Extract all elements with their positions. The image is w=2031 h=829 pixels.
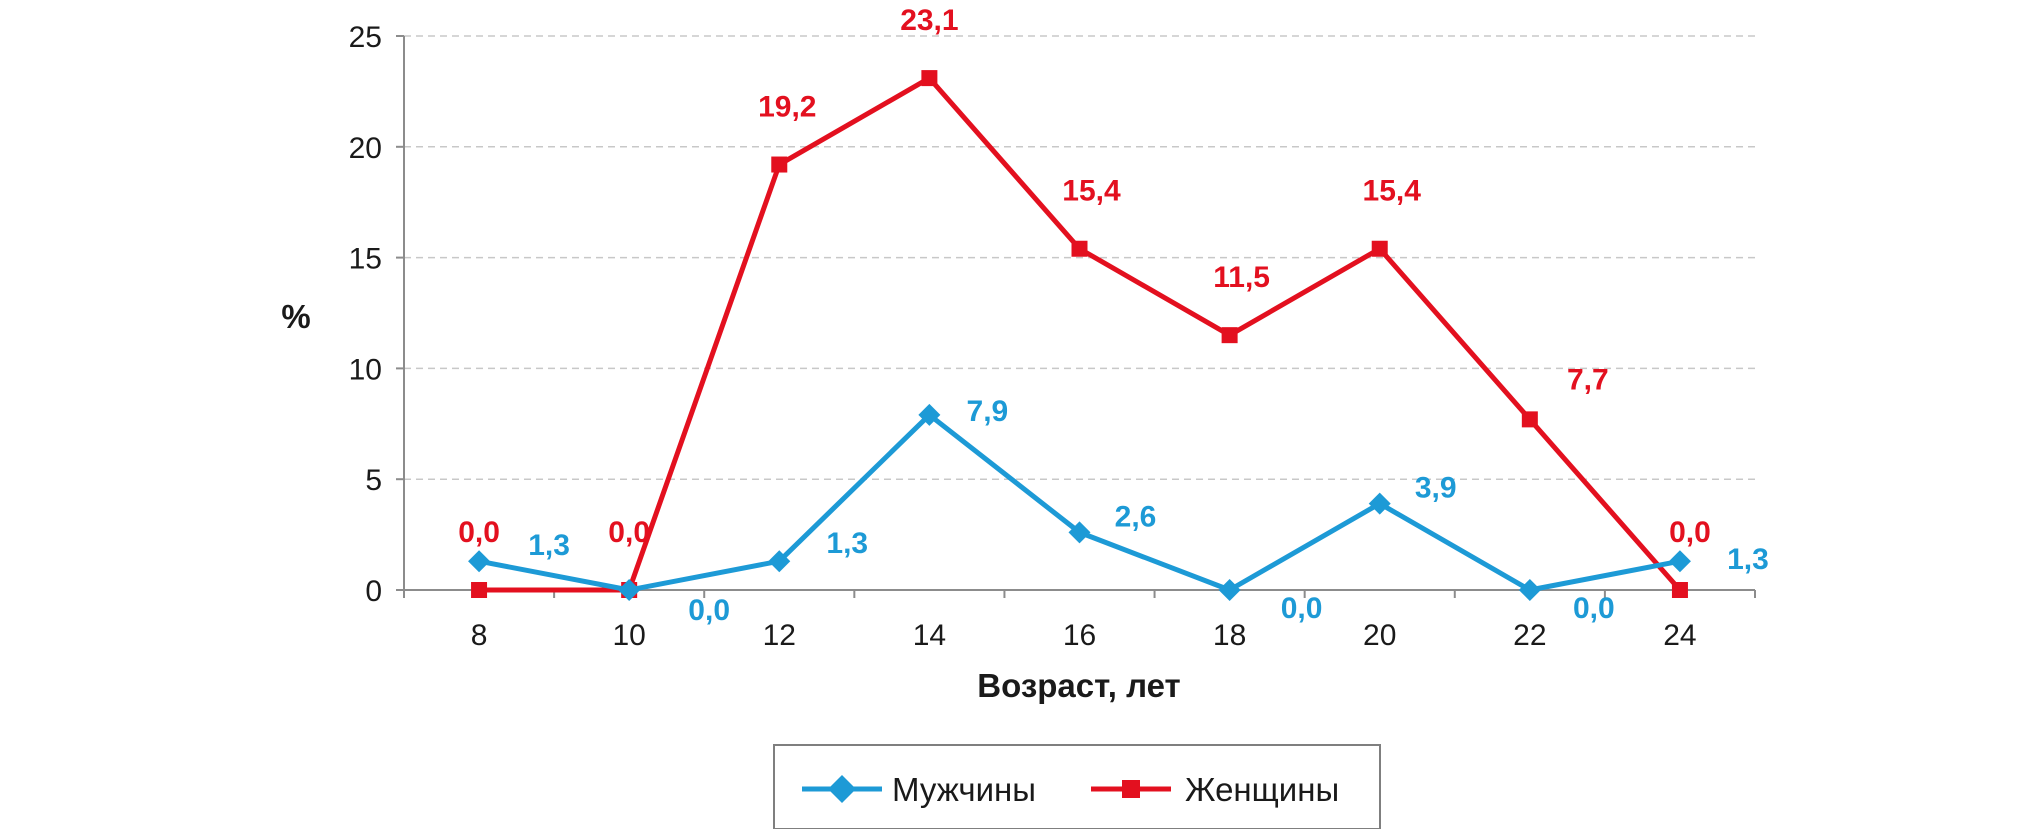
men-data-label: 7,9 — [967, 395, 1009, 428]
x-tick-label: 14 — [913, 619, 946, 652]
men-data-label: 2,6 — [1115, 500, 1157, 533]
x-tick-label: 20 — [1363, 619, 1396, 652]
y-tick-label: 10 — [349, 353, 382, 386]
men-data-label: 3,9 — [1415, 472, 1457, 505]
y-tick-label: 25 — [349, 21, 382, 54]
women-line — [479, 75, 1682, 593]
x-tick-label: 16 — [1063, 619, 1096, 652]
men-data-label: 1,3 — [1727, 543, 1769, 576]
women-marker — [1521, 411, 1538, 428]
men-marker — [618, 579, 641, 601]
women-data-label: 15,4 — [1062, 175, 1121, 208]
women-marker — [1371, 240, 1388, 257]
x-tick-label: 10 — [612, 619, 645, 652]
legend-label-men: Мужчины — [892, 771, 1036, 808]
legend-marker-men — [828, 775, 856, 803]
y-tick-label: 15 — [349, 243, 382, 276]
men-data-label: 0,0 — [1573, 592, 1615, 625]
x-tick-label: 22 — [1513, 619, 1546, 652]
women-marker — [1671, 582, 1688, 598]
men-marker — [1218, 579, 1241, 601]
men-data-label: 1,3 — [528, 529, 570, 562]
y-ticks: 0 5 10 15 20 25 — [349, 21, 404, 608]
legend: Мужчины Женщины — [773, 744, 1381, 829]
women-marker — [1221, 327, 1238, 344]
women-data-label: 7,7 — [1567, 363, 1609, 396]
men-data-label: 0,0 — [688, 594, 730, 627]
legend-label-women: Женщины — [1185, 771, 1339, 808]
y-tick-label: 20 — [349, 132, 382, 165]
men-marker — [918, 403, 941, 426]
men-marker — [1668, 550, 1691, 573]
men-marker — [768, 550, 791, 573]
y-tick-label: 0 — [365, 575, 382, 608]
men-series: 1,3 0,0 1,3 7,9 2,6 0,0 3,9 0,0 1,3 — [468, 395, 1769, 627]
x-axis-title: Возраст, лет — [977, 667, 1180, 704]
men-marker — [1068, 521, 1091, 544]
women-data-label: 0,0 — [458, 516, 500, 549]
series-layer: 0,0 0,019,223,115,411,515,47,70,01,30,01,… — [458, 4, 1769, 627]
men-data-label: 1,3 — [826, 527, 868, 560]
women-marker — [921, 70, 938, 87]
legend-marker-women — [1122, 780, 1140, 798]
x-tick-label: 18 — [1213, 619, 1246, 652]
x-tick-label: 8 — [471, 619, 488, 652]
x-tick-label: 24 — [1663, 619, 1696, 652]
women-data-label: 0,0 — [608, 516, 650, 549]
men-marker — [468, 550, 491, 573]
men-data-label: 0,0 — [1281, 592, 1323, 625]
women-marker — [1071, 240, 1088, 257]
women-data-label: 11,5 — [1213, 261, 1270, 294]
grid-lines — [404, 35, 1755, 480]
women-marker — [471, 582, 488, 598]
women-marker — [771, 156, 788, 173]
women-data-label: 15,4 — [1363, 175, 1422, 208]
x-tick-label: 12 — [763, 619, 796, 652]
men-marker — [1368, 492, 1391, 515]
women-series: 0,0 0,0 19,2 23,1 15,4 11,5 15,4 7,7 0,0 — [458, 4, 1711, 598]
women-data-label: 19,2 — [758, 91, 816, 124]
y-axis-title: % — [281, 298, 310, 335]
y-tick-label: 5 — [365, 464, 382, 497]
men-marker — [1518, 579, 1541, 601]
women-data-label: 0,0 — [1669, 516, 1711, 549]
women-data-label: 23,1 — [900, 4, 958, 37]
x-ticks: 8 10 12 14 16 18 20 22 24 — [403, 590, 1756, 652]
axes — [403, 36, 1755, 591]
